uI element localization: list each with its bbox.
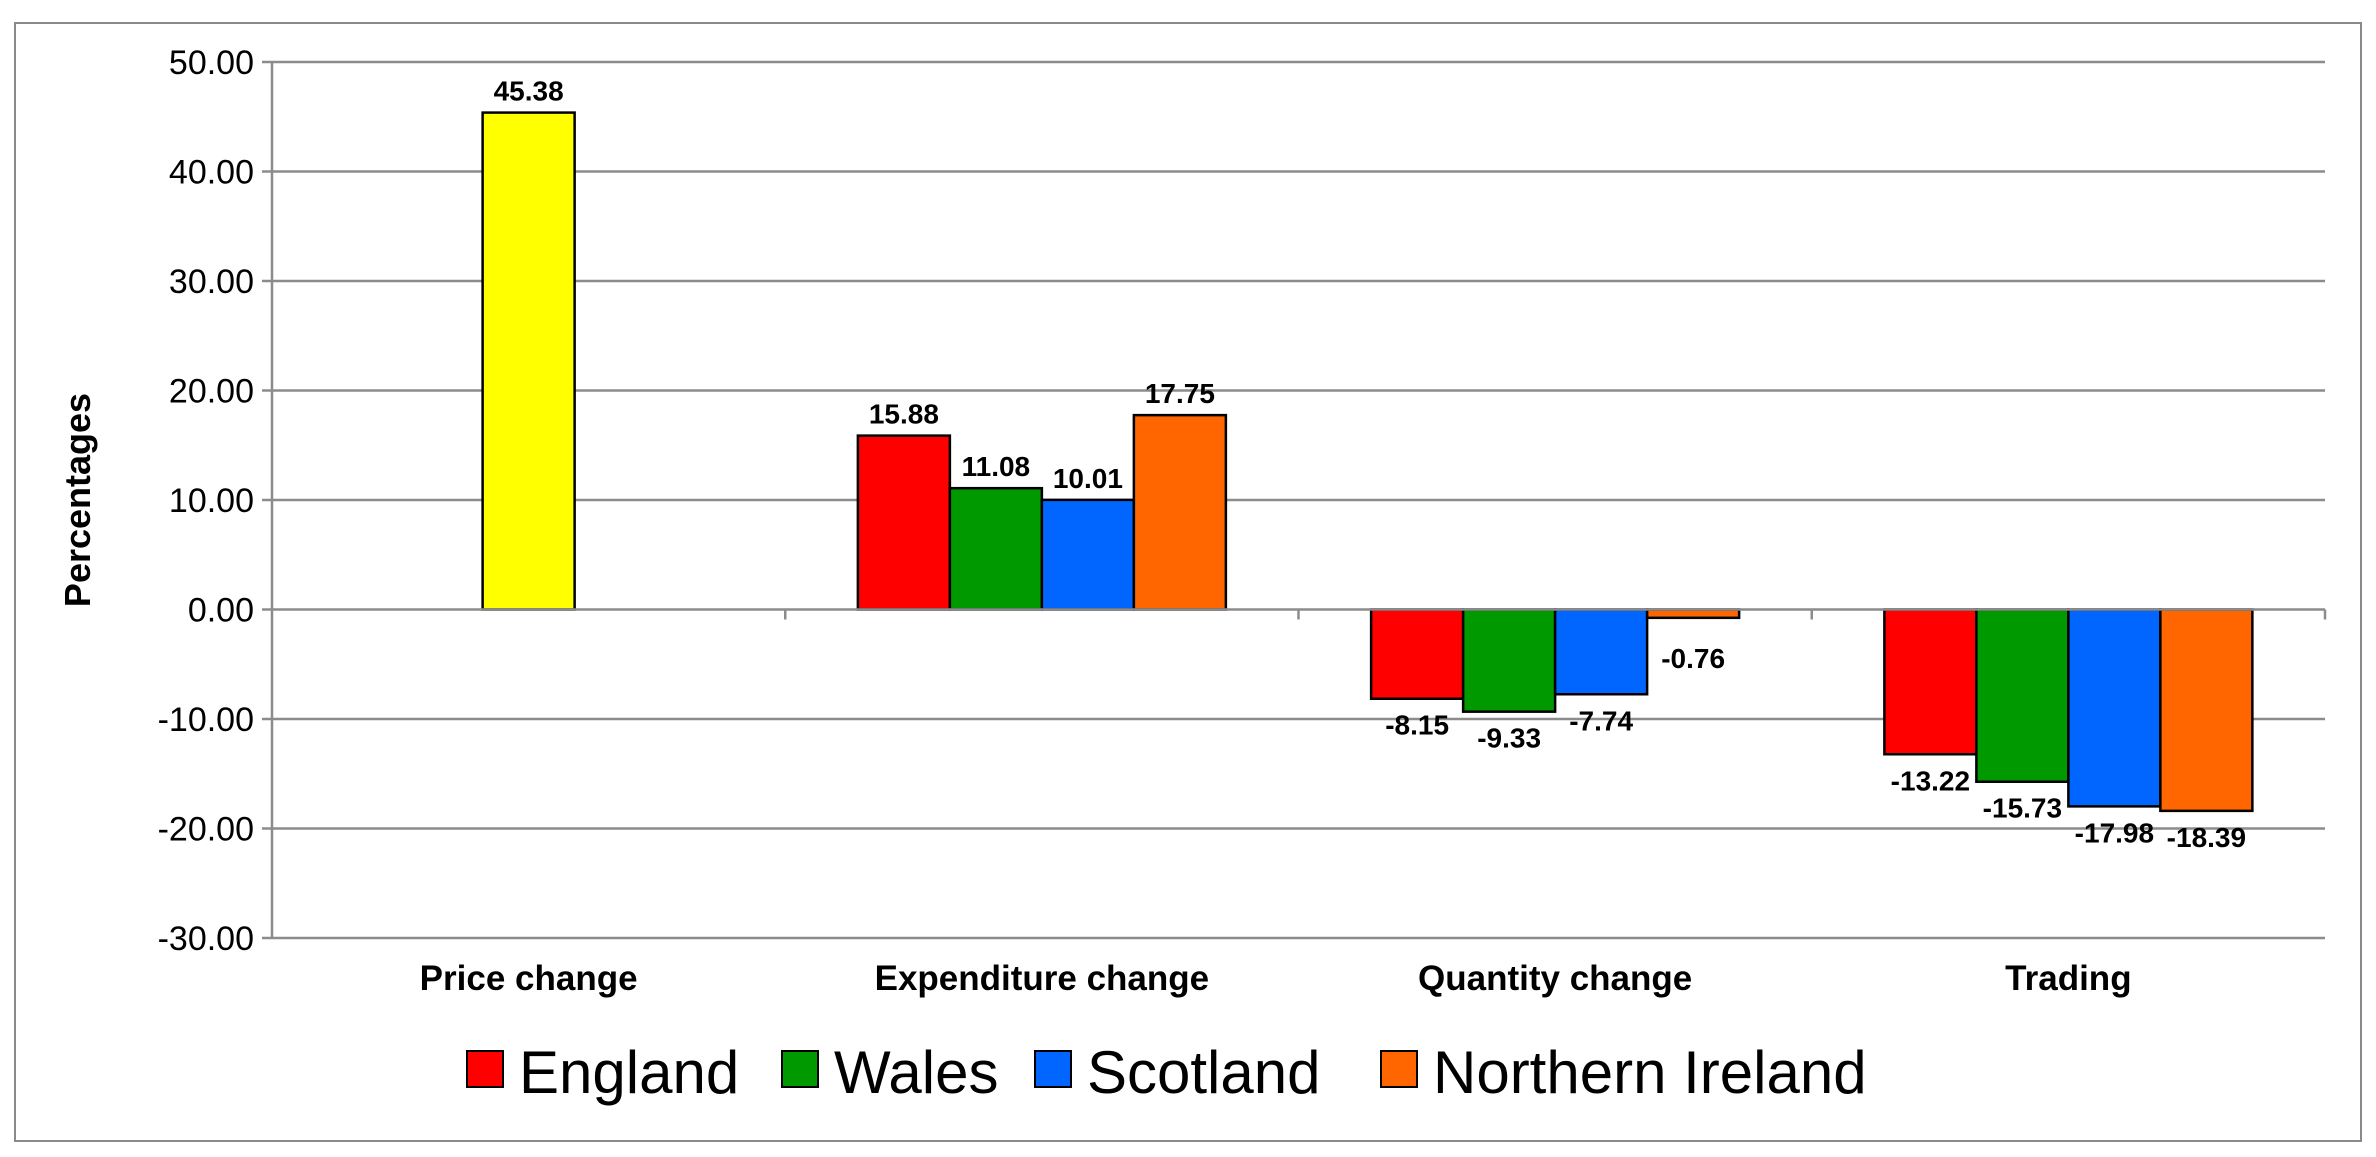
data-label: -18.39 bbox=[2167, 822, 2246, 853]
bar-wales bbox=[948, 486, 1044, 611]
data-label: -15.73 bbox=[1983, 793, 2062, 824]
legend: England Wales Scotland Northern Ireland bbox=[466, 1039, 1867, 1106]
y-tick-label: -20.00 bbox=[158, 811, 254, 849]
data-label: 11.08 bbox=[962, 451, 1031, 482]
data-label: 10.01 bbox=[1053, 463, 1123, 494]
data-label: -17.98 bbox=[2075, 817, 2154, 848]
legend-label: Northern Ireland bbox=[1433, 1039, 1867, 1106]
bar-price-change bbox=[481, 111, 576, 611]
category-label: Price change bbox=[420, 959, 638, 998]
category-label: Trading bbox=[2005, 959, 2131, 998]
category-label: Expenditure change bbox=[875, 959, 1210, 998]
bar-wales bbox=[1461, 608, 1557, 713]
bars bbox=[481, 111, 2254, 813]
bar-england bbox=[1883, 608, 1978, 756]
legend-label: England bbox=[519, 1039, 739, 1106]
legend-swatch bbox=[466, 1050, 504, 1088]
bar-northern-ireland bbox=[1132, 413, 1228, 611]
bar-scotland bbox=[1040, 498, 1136, 611]
y-tick-label: -10.00 bbox=[158, 701, 254, 739]
y-tick-label: 50.00 bbox=[169, 44, 254, 82]
data-labels: 45.38 15.88 11.08 10.01 17.75 -8.15 -9.33 -7.74… bbox=[494, 76, 2246, 853]
bar-scotland bbox=[1553, 608, 1649, 696]
y-tick-label: 20.00 bbox=[169, 373, 254, 411]
y-axis-title: Percentages bbox=[57, 393, 98, 607]
legend-label: Scotland bbox=[1087, 1039, 1321, 1106]
legend-label: Wales bbox=[834, 1039, 998, 1106]
bar-england bbox=[1369, 608, 1465, 700]
data-label: 15.88 bbox=[869, 399, 939, 430]
bar-wales bbox=[1975, 608, 2070, 783]
category-label: Quantity change bbox=[1418, 959, 1692, 998]
y-tick-label: -30.00 bbox=[158, 920, 254, 958]
bar-northern-ireland bbox=[2159, 608, 2254, 813]
data-label: 17.75 bbox=[1145, 378, 1215, 409]
legend-swatch bbox=[1380, 1050, 1418, 1088]
legend-swatch bbox=[1034, 1050, 1072, 1088]
data-label: 45.38 bbox=[494, 76, 564, 107]
bar-scotland bbox=[2067, 608, 2162, 808]
data-label: -13.22 bbox=[1891, 765, 1970, 796]
y-tick-label: 10.00 bbox=[169, 482, 254, 520]
legend-swatch bbox=[781, 1050, 819, 1088]
data-label: -0.76 bbox=[1661, 643, 1725, 674]
bar-england bbox=[856, 434, 952, 611]
y-tick-label: 0.00 bbox=[188, 592, 254, 630]
axes: 50.00 40.00 30.00 20.00 10.00 0.00 -10.00 -20.0… bbox=[57, 44, 2327, 998]
data-label: -8.15 bbox=[1385, 710, 1449, 741]
y-tick-label: 30.00 bbox=[169, 263, 254, 301]
y-tick-label: 40.00 bbox=[169, 154, 254, 192]
data-label: -9.33 bbox=[1477, 723, 1541, 754]
data-label: -7.74 bbox=[1569, 705, 1633, 736]
